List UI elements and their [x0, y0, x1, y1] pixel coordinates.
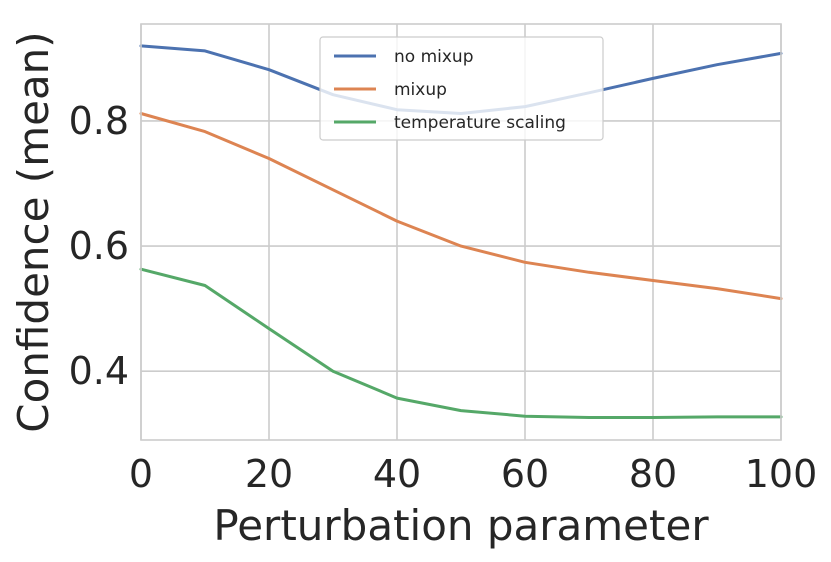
series-line-temperature-scaling	[139, 267, 783, 419]
legend-label: mixup	[394, 80, 447, 100]
x-tick-label: 20	[245, 452, 293, 496]
legend: no mixup mixup temperature scaling	[319, 36, 604, 141]
x-tick-label: 60	[501, 452, 549, 496]
legend-label: temperature scaling	[394, 113, 566, 133]
x-tick-label: 40	[373, 452, 421, 496]
plot-frame	[140, 23, 782, 441]
y-tick-label: 0.4	[69, 349, 129, 393]
y-axis-label: Confidence (mean)	[9, 31, 58, 432]
y-tick-label: 0.6	[69, 224, 129, 268]
x-axis-label: Perturbation parameter	[213, 501, 709, 550]
legend-box	[319, 36, 604, 141]
x-tick-label: 100	[745, 452, 818, 496]
y-tick-label: 0.8	[69, 99, 129, 143]
tick-labels: 0 20 40 60 80 100 0.4 0.6 0.8	[69, 99, 818, 496]
series-line-mixup	[139, 112, 783, 301]
x-tick-label: 0	[129, 452, 153, 496]
legend-label: no mixup	[394, 47, 474, 67]
x-tick-label: 80	[629, 452, 677, 496]
